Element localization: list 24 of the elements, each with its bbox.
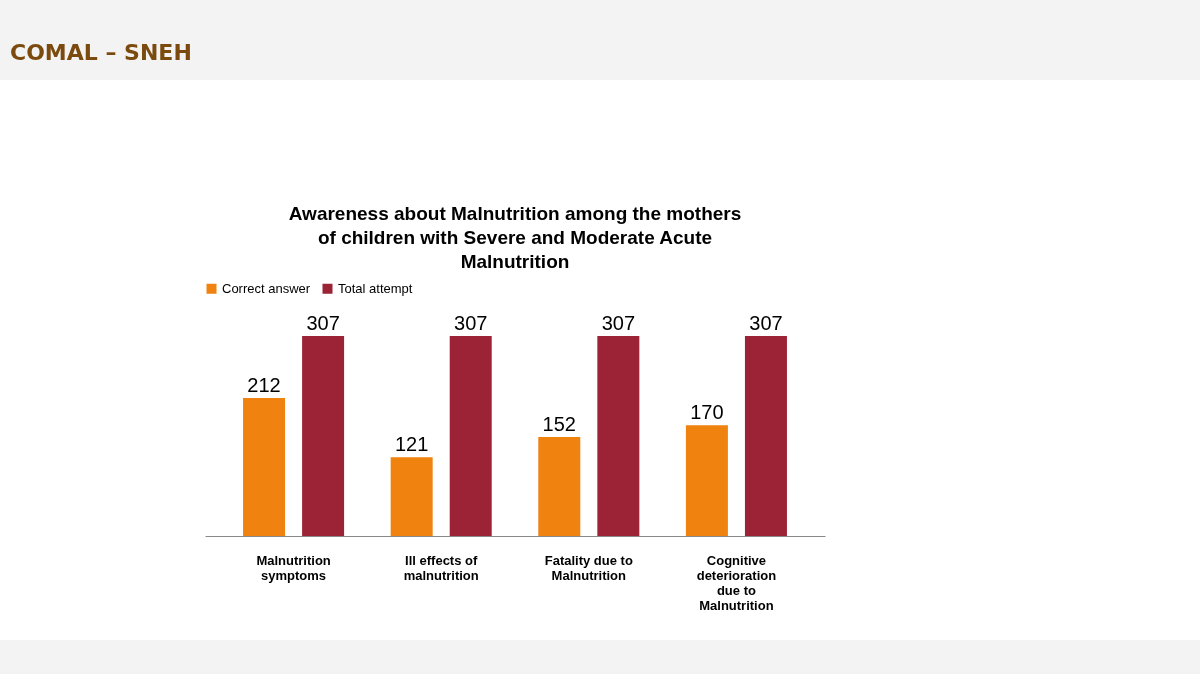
- bar: [390, 457, 433, 536]
- legend-label: Correct answer: [222, 280, 311, 296]
- x-tick-label: Fatality due to Malnutrition: [544, 552, 633, 583]
- x-tick-label: Cognitive deterioration due to Malnutrition: [696, 552, 777, 613]
- bar: [744, 336, 787, 536]
- data-label: 307: [749, 312, 783, 334]
- legend-label: Total attempt: [338, 280, 413, 296]
- bar: [243, 397, 286, 536]
- bar: [302, 336, 345, 536]
- data-label: 170: [690, 401, 724, 424]
- data-label: 307: [601, 312, 636, 334]
- bar: [538, 436, 581, 536]
- text: COMAL – SNEH: [10, 40, 192, 65]
- data-label: 121: [394, 433, 429, 456]
- data-label: 212: [247, 373, 281, 396]
- bar: [685, 425, 728, 536]
- data-label: 307: [454, 312, 488, 334]
- x-tick-label: Malnutrition symptoms: [256, 552, 331, 583]
- data-label: 307: [306, 312, 340, 334]
- bar: [449, 336, 492, 536]
- x-tick-label: Ill effects of malnutrition: [403, 552, 479, 583]
- bar: [597, 336, 640, 536]
- data-label: 152: [542, 412, 576, 435]
- chart-title: Awareness about Malnutrition among the mothers of children with Severe and Moderate Acute Malnutrition: [288, 203, 742, 272]
